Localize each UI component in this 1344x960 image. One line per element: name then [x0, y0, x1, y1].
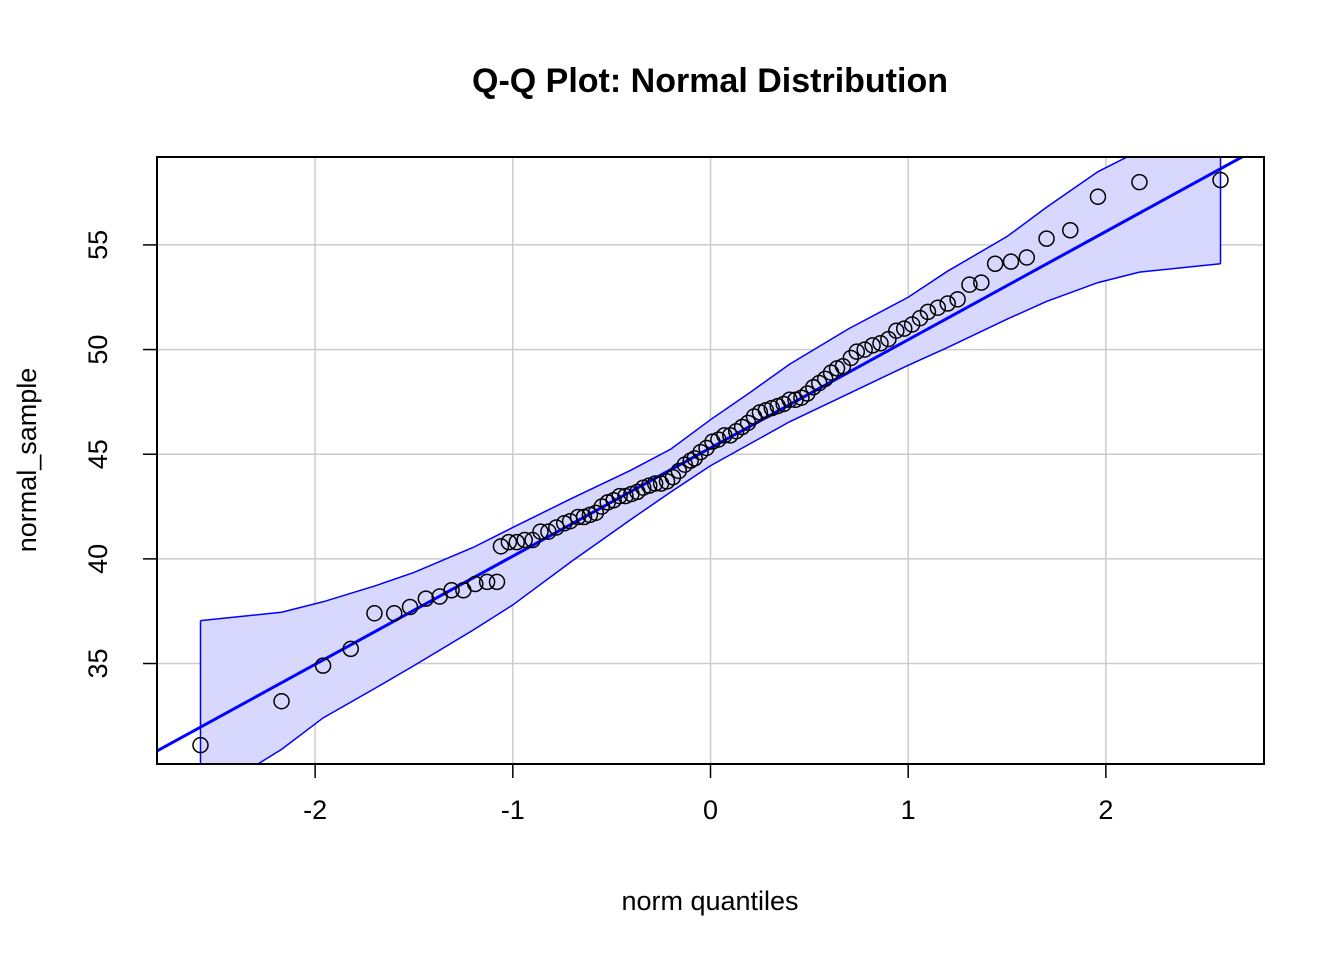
x-tick-label: -1 [501, 795, 525, 825]
y-tick-label: 40 [83, 544, 113, 574]
data-point [739, 414, 757, 432]
data-points [192, 171, 1229, 754]
data-point [488, 573, 506, 591]
data-point [548, 519, 565, 536]
data-point [508, 533, 526, 551]
data-point [919, 303, 937, 321]
y-axis-label: normal_sample [12, 368, 42, 553]
data-point [314, 657, 332, 674]
data-point [1089, 188, 1107, 206]
data-point [366, 605, 383, 622]
data-point [1002, 253, 1020, 270]
data-point [939, 295, 956, 312]
data-point [799, 385, 816, 402]
data-point [698, 439, 715, 457]
data-point [417, 590, 435, 607]
data-point [587, 504, 605, 522]
data-point [646, 475, 664, 492]
y-tick-label: 45 [83, 439, 113, 469]
data-point [492, 538, 510, 555]
data-point [686, 450, 703, 467]
y-tick-label: 55 [83, 230, 113, 260]
data-point [664, 468, 682, 486]
data-point [781, 391, 798, 409]
data-point [192, 736, 209, 754]
data-point [895, 320, 913, 337]
y-tick-label: 35 [83, 649, 113, 679]
reference-line-group [157, 157, 1246, 753]
x-tick-label: -2 [303, 795, 327, 825]
data-point [273, 692, 290, 710]
x-tick-label: 0 [703, 795, 718, 825]
data-point [478, 573, 496, 591]
data-point [929, 299, 947, 316]
data-point [864, 337, 881, 354]
data-point [500, 533, 518, 551]
data-point [516, 531, 533, 549]
data-point [1212, 171, 1229, 189]
data-point [816, 370, 834, 388]
data-point [949, 291, 966, 308]
data-point [856, 341, 873, 358]
x-axis: -2 -1 0 1 2 [303, 764, 1113, 825]
data-point [1038, 230, 1055, 247]
data-point [385, 605, 403, 622]
data-point [670, 462, 688, 480]
data-point [443, 582, 460, 599]
data-point [467, 575, 484, 593]
data-point [961, 276, 978, 293]
data-point [1131, 173, 1148, 191]
x-tick-label: 2 [1098, 795, 1113, 825]
reference-line [157, 157, 1246, 753]
confidence-band-lower [256, 263, 1221, 764]
data-point [569, 508, 587, 526]
data-point [401, 598, 419, 616]
x-tick-label: 1 [901, 795, 916, 825]
data-point [1062, 222, 1079, 239]
y-axis: 35 40 45 50 55 [83, 230, 157, 679]
data-point [1018, 249, 1036, 266]
data-point [848, 343, 866, 360]
confidence-band-upper [200, 157, 1129, 622]
data-point [842, 349, 860, 367]
data-point [888, 322, 905, 339]
data-point [973, 274, 990, 291]
data-point [540, 523, 557, 540]
data-point [682, 452, 699, 469]
data-point [716, 427, 733, 444]
y-tick-label: 50 [83, 335, 113, 365]
x-axis-label: norm quantiles [621, 886, 798, 916]
data-point [342, 640, 359, 658]
data-point [611, 487, 628, 505]
data-point [986, 255, 1004, 272]
data-point [532, 523, 549, 540]
data-point [872, 335, 889, 352]
chart-title: Q-Q Plot: Normal Distribution [472, 62, 948, 100]
